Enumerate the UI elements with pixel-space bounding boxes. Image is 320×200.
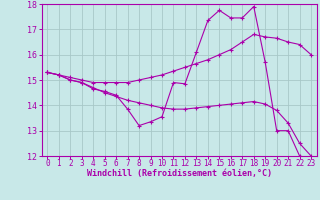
X-axis label: Windchill (Refroidissement éolien,°C): Windchill (Refroidissement éolien,°C) — [87, 169, 272, 178]
